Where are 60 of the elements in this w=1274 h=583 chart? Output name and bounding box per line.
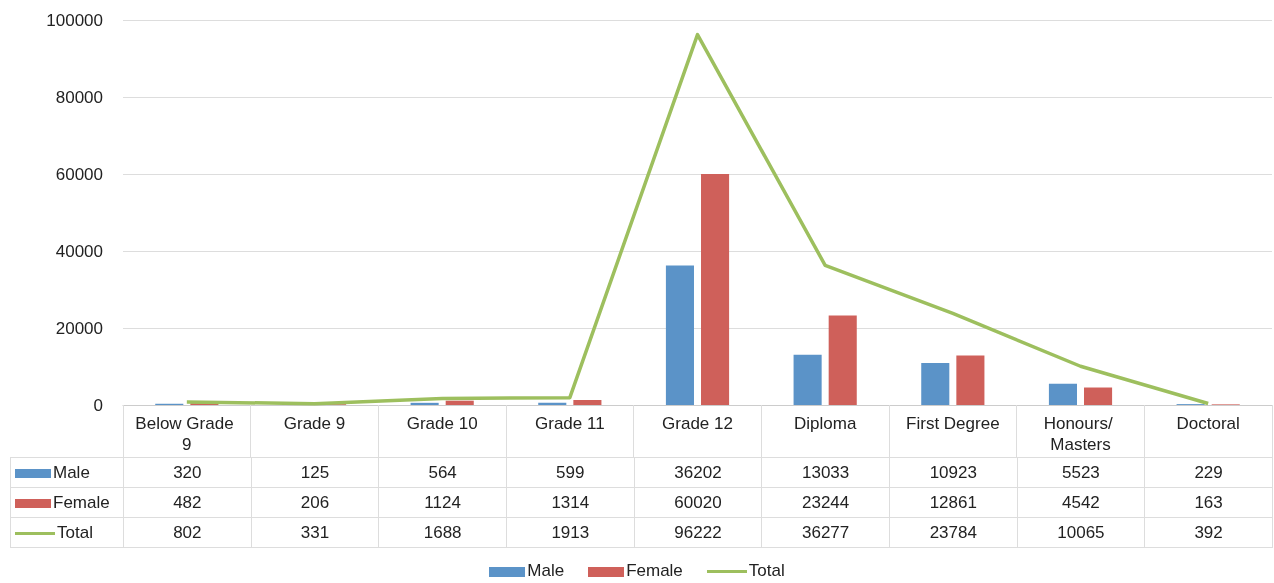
legend-label: Female xyxy=(10,487,124,518)
bar xyxy=(793,354,822,405)
legend-label: Male xyxy=(10,457,124,488)
text: Total xyxy=(748,561,785,580)
data-label: 96222 xyxy=(634,517,762,548)
data-label: 564 xyxy=(378,457,507,488)
data-label: 5523 xyxy=(1017,457,1145,488)
x-tick-label: Doctoral xyxy=(1176,414,1240,433)
bar xyxy=(828,315,857,405)
data-label: 331 xyxy=(251,517,379,548)
data-label: 599 xyxy=(506,457,635,488)
data-label: 482 xyxy=(123,487,252,518)
y-tick-label: 0 xyxy=(93,395,103,415)
data-label: 125 xyxy=(251,457,379,488)
data-label: 392 xyxy=(1144,517,1273,548)
data-label: 4542 xyxy=(1017,487,1145,518)
bar xyxy=(956,355,985,405)
x-tick-label: Grade 12 xyxy=(662,414,733,433)
bar xyxy=(1048,383,1077,405)
data-label: 10065 xyxy=(1017,517,1145,548)
data-label: 23784 xyxy=(889,517,1018,548)
legend-label: Total xyxy=(10,517,124,548)
data-label: 36277 xyxy=(761,517,890,548)
line-series xyxy=(185,32,1210,406)
data-label: 36202 xyxy=(634,457,762,488)
y-tick-label: 60000 xyxy=(55,164,103,184)
data-label: 23244 xyxy=(761,487,890,518)
bar xyxy=(701,173,730,405)
bar xyxy=(1084,387,1113,405)
bar xyxy=(573,399,602,405)
x-tick-label: Grade 11 xyxy=(535,414,605,433)
x-tick-label: Grade 10 xyxy=(406,414,478,433)
data-label: 10923 xyxy=(889,457,1018,488)
y-tick-label: 80000 xyxy=(55,87,103,107)
y-tick-label: 40000 xyxy=(55,241,103,261)
x-tick-label: Below Grade 9 xyxy=(135,414,239,454)
x-tick-label: Diploma xyxy=(793,414,857,433)
bar xyxy=(665,265,694,405)
data-label: 1314 xyxy=(506,487,635,518)
text: Male xyxy=(527,561,565,580)
x-tick-label: Grade 9 xyxy=(283,414,346,433)
data-label: 60020 xyxy=(634,487,762,518)
data-label: 1913 xyxy=(506,517,635,548)
data-label: 12861 xyxy=(889,487,1018,518)
bar xyxy=(410,402,439,405)
bar xyxy=(921,362,950,405)
data-label: 1688 xyxy=(378,517,507,548)
y-tick-label: 100000 xyxy=(46,10,103,30)
data-label: 1124 xyxy=(378,487,507,518)
data-label: 229 xyxy=(1144,457,1273,488)
data-label: 13033 xyxy=(761,457,890,488)
x-tick-label: Honours/ Masters xyxy=(1043,414,1118,454)
data-label: 206 xyxy=(251,487,379,518)
data-label: 802 xyxy=(123,517,252,548)
text: Female xyxy=(626,561,683,580)
x-tick-label: First Degree xyxy=(906,414,1000,433)
data-label: 320 xyxy=(123,457,252,488)
y-tick-label: 20000 xyxy=(55,318,103,338)
bar xyxy=(445,400,474,405)
data-label: 163 xyxy=(1144,487,1273,518)
